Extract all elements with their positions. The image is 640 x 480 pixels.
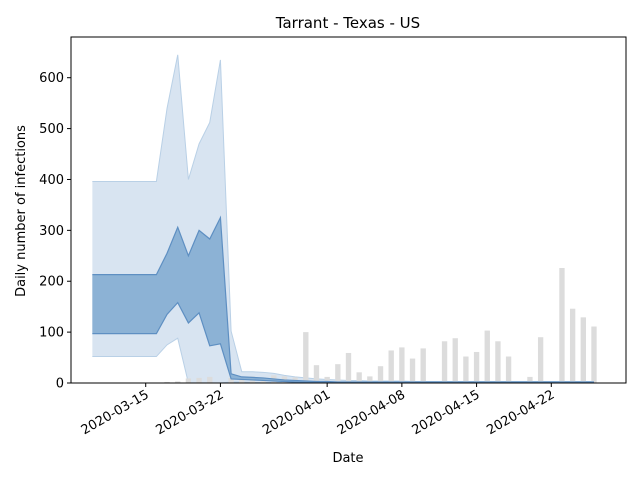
bar [377,366,384,383]
x-axis-title: Date [332,451,363,466]
bar [207,376,213,383]
y-axis-title: Daily number of infections [14,125,29,297]
bar [441,341,448,383]
bar [185,378,192,383]
y-tick-label: 400 [39,173,64,188]
bar [537,337,544,383]
inner-band-area [92,217,594,383]
y-tick-label: 0 [56,377,64,392]
bar [367,376,373,383]
y-tick-label: 200 [39,275,64,290]
bar [345,352,352,383]
bar [484,330,490,383]
bar [356,372,362,383]
y-tick-label: 100 [39,326,64,341]
bar [463,356,469,383]
x-tick-label: 2020-03-15 [79,387,152,438]
y-tick-label: 600 [39,71,64,86]
bar [580,317,586,383]
axes-frame [70,36,627,384]
x-tick-label: 2020-04-22 [484,387,557,438]
x-tick-label: 2020-04-15 [410,387,483,438]
bar [452,338,458,383]
bar [495,341,501,383]
bar [527,376,533,383]
inner-band-lower-line [92,301,594,384]
bar [505,356,512,383]
bar [164,381,170,383]
y-tick-label: 300 [39,224,64,239]
x-tick-label: 2020-04-01 [260,387,333,438]
bar [335,364,341,383]
bar [388,350,394,383]
bar [196,377,202,383]
x-tick-label: 2020-03-22 [153,387,226,438]
inner-confidence-band [92,215,594,384]
bar [228,377,234,383]
bar [420,348,426,383]
bar [175,381,181,383]
bar [473,351,480,383]
chart-title: Tarrant - Texas - US [275,14,420,32]
bar [399,347,405,383]
bar [569,308,576,383]
x-tick-label: 2020-04-08 [335,387,408,438]
plot-frame [70,36,627,384]
x-axis: 2020-03-15 2020-03-22 2020-04-01 2020-04-08… [79,383,557,438]
bar [591,326,597,383]
bar [239,378,245,383]
bar [313,365,320,383]
y-axis: 0 100 200 300 400 500 600 [39,71,71,392]
bar [324,376,330,383]
bar-series [164,268,597,383]
y-tick-label: 500 [39,122,64,137]
bar [559,268,565,383]
bar [409,358,416,383]
bar [303,332,309,383]
